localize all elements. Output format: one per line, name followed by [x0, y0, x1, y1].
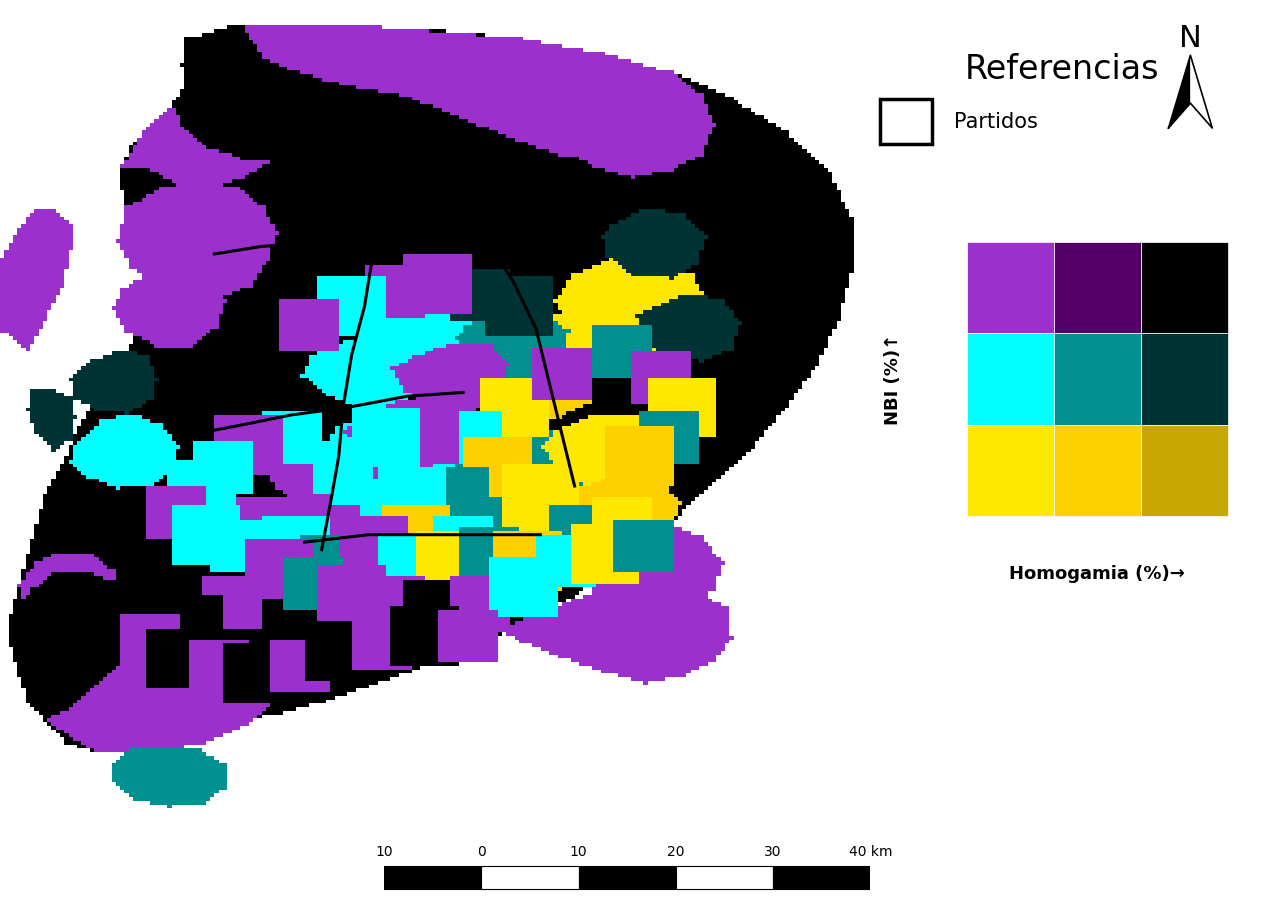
Bar: [966, 333, 1053, 424]
Polygon shape: [1169, 55, 1190, 128]
Bar: [1053, 243, 1140, 333]
Bar: [579, 866, 676, 890]
Bar: [966, 243, 1053, 333]
Polygon shape: [1190, 55, 1212, 128]
Text: Homogamia (%)→: Homogamia (%)→: [1009, 566, 1185, 584]
Text: Partidos: Partidos: [954, 111, 1038, 131]
Bar: [676, 866, 773, 890]
Bar: [1140, 243, 1228, 333]
Text: 0: 0: [477, 845, 485, 859]
Text: N: N: [1179, 24, 1202, 53]
Bar: [1140, 424, 1228, 516]
Bar: [1140, 333, 1228, 424]
Text: NBI (%)↑: NBI (%)↑: [883, 333, 901, 424]
Bar: [384, 866, 481, 890]
Text: 20: 20: [667, 845, 685, 859]
Text: 30: 30: [764, 845, 782, 859]
Text: 10: 10: [570, 845, 588, 859]
Text: 40 km: 40 km: [849, 845, 892, 859]
Text: 10: 10: [375, 845, 393, 859]
Bar: [773, 866, 870, 890]
Bar: [481, 866, 579, 890]
Bar: [1053, 333, 1140, 424]
Bar: [1053, 424, 1140, 516]
Text: Referencias: Referencias: [965, 53, 1160, 86]
Bar: [879, 99, 932, 145]
Bar: [966, 424, 1053, 516]
